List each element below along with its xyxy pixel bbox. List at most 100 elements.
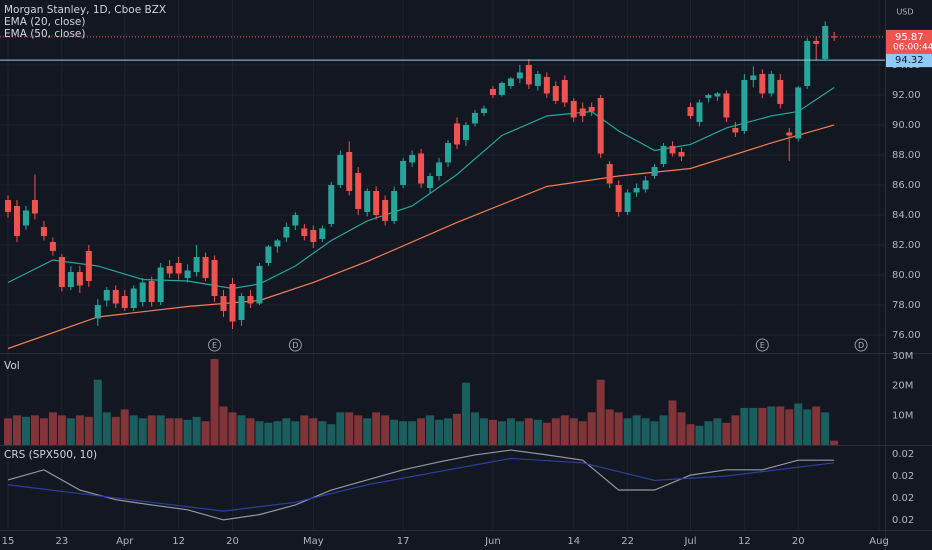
- candle-body: [157, 267, 164, 302]
- candle-body: [382, 199, 389, 221]
- volume-bar: [138, 418, 147, 445]
- volume-bar: [21, 416, 30, 445]
- candle-body: [786, 132, 793, 136]
- panel-title: Vol: [4, 360, 20, 372]
- volume-bar: [542, 422, 551, 445]
- candle-body: [22, 210, 29, 226]
- candle-body: [813, 40, 820, 44]
- y-tick-label: 86.00: [892, 180, 921, 191]
- volume-bar: [300, 415, 309, 445]
- ema-line: [7, 86, 835, 290]
- candle-body: [741, 79, 748, 131]
- volume-bar: [623, 418, 632, 445]
- candle-body: [561, 79, 568, 103]
- candle-body: [642, 180, 649, 190]
- volume-bar: [48, 412, 57, 445]
- volume-bar: [803, 409, 812, 445]
- event-label: E: [212, 341, 217, 350]
- volume-bar: [156, 415, 165, 445]
- candle-body: [606, 163, 613, 184]
- candle-body: [130, 288, 137, 308]
- candle-body: [462, 124, 469, 140]
- volume-bar: [372, 412, 381, 445]
- volume-bar: [785, 409, 794, 445]
- candle-body: [615, 184, 622, 212]
- volume-bar: [39, 418, 48, 445]
- volume-bar: [812, 406, 821, 445]
- x-tick-label: 14: [567, 536, 580, 547]
- volume-bar: [147, 415, 156, 445]
- candle-body: [175, 262, 182, 274]
- volume-bar: [354, 415, 363, 445]
- candle-body: [418, 153, 425, 184]
- candle-body: [660, 145, 667, 164]
- event-label: D: [292, 341, 298, 350]
- candle-body: [310, 229, 317, 242]
- volume-bar: [66, 418, 75, 445]
- candle-body: [13, 205, 20, 236]
- candle-body: [31, 199, 38, 214]
- candle-body: [337, 154, 344, 185]
- candle-body: [552, 85, 559, 101]
- candle-body: [202, 256, 209, 278]
- volume-bar: [282, 418, 291, 445]
- event-marker: [288, 338, 302, 352]
- volume-bar: [201, 421, 210, 445]
- y-tick-label: 30M: [892, 351, 913, 362]
- x-tick-label: 17: [397, 536, 410, 547]
- volume-bar: [417, 418, 426, 445]
- candle-body: [480, 108, 487, 113]
- candle-body: [570, 100, 577, 118]
- candle-body: [49, 241, 56, 251]
- volume-bar: [668, 400, 677, 445]
- panel-title: CRS (SPX500, 10): [4, 449, 97, 461]
- candle-body: [166, 265, 173, 274]
- price-label-box: [886, 29, 932, 54]
- volume-bar: [93, 379, 102, 445]
- candle-body: [220, 295, 227, 311]
- volume-bar: [291, 421, 300, 445]
- chart-title: Morgan Stanley, 1D, Cboe BZX: [4, 4, 166, 16]
- event-label: E: [760, 341, 765, 350]
- volume-bar: [237, 415, 246, 445]
- y-tick-label: 78.00: [892, 300, 921, 311]
- candle-body: [5, 199, 11, 212]
- volume-bar: [408, 421, 417, 445]
- candle-body: [723, 93, 730, 118]
- candle-body: [597, 97, 604, 154]
- candle-body: [148, 280, 155, 302]
- volume-bar: [794, 403, 803, 445]
- volume-bar: [506, 418, 515, 445]
- candle-body: [355, 172, 362, 209]
- candle-body: [633, 187, 640, 193]
- y-tick-label: 80.00: [892, 270, 921, 281]
- x-tick-label: 20: [226, 536, 239, 547]
- candle-body: [445, 142, 452, 163]
- candle-body: [804, 40, 811, 86]
- volume-bar: [497, 421, 506, 445]
- volume-bar: [345, 412, 354, 445]
- candle-body: [427, 175, 434, 188]
- volume-bar: [75, 415, 84, 445]
- volume-bar: [426, 415, 435, 445]
- candle-body: [409, 154, 416, 163]
- y-tick-label: 88.00: [892, 150, 921, 161]
- candle-body: [139, 282, 146, 302]
- candle-body: [103, 289, 110, 301]
- volume-bar: [390, 419, 399, 445]
- volume-bar: [515, 421, 524, 445]
- event-label: D: [858, 341, 864, 350]
- axes: 15 23 Apr 12 20 May 17 Jun 14 22 Jul 12 20 Aug 76.00 78…: [2, 29, 932, 547]
- candle-body: [400, 160, 407, 185]
- volume-bar: [533, 419, 542, 445]
- candle-body: [76, 271, 83, 286]
- volume-bar: [309, 418, 318, 445]
- price-label: 94.32: [895, 55, 924, 66]
- volume-bar: [192, 416, 201, 445]
- candle-body: [301, 228, 308, 236]
- y-tick-label: 90.00: [892, 120, 921, 131]
- candle-body: [714, 93, 721, 97]
- candle-body: [58, 256, 65, 287]
- candle-body: [750, 75, 757, 80]
- candle-body: [40, 226, 47, 236]
